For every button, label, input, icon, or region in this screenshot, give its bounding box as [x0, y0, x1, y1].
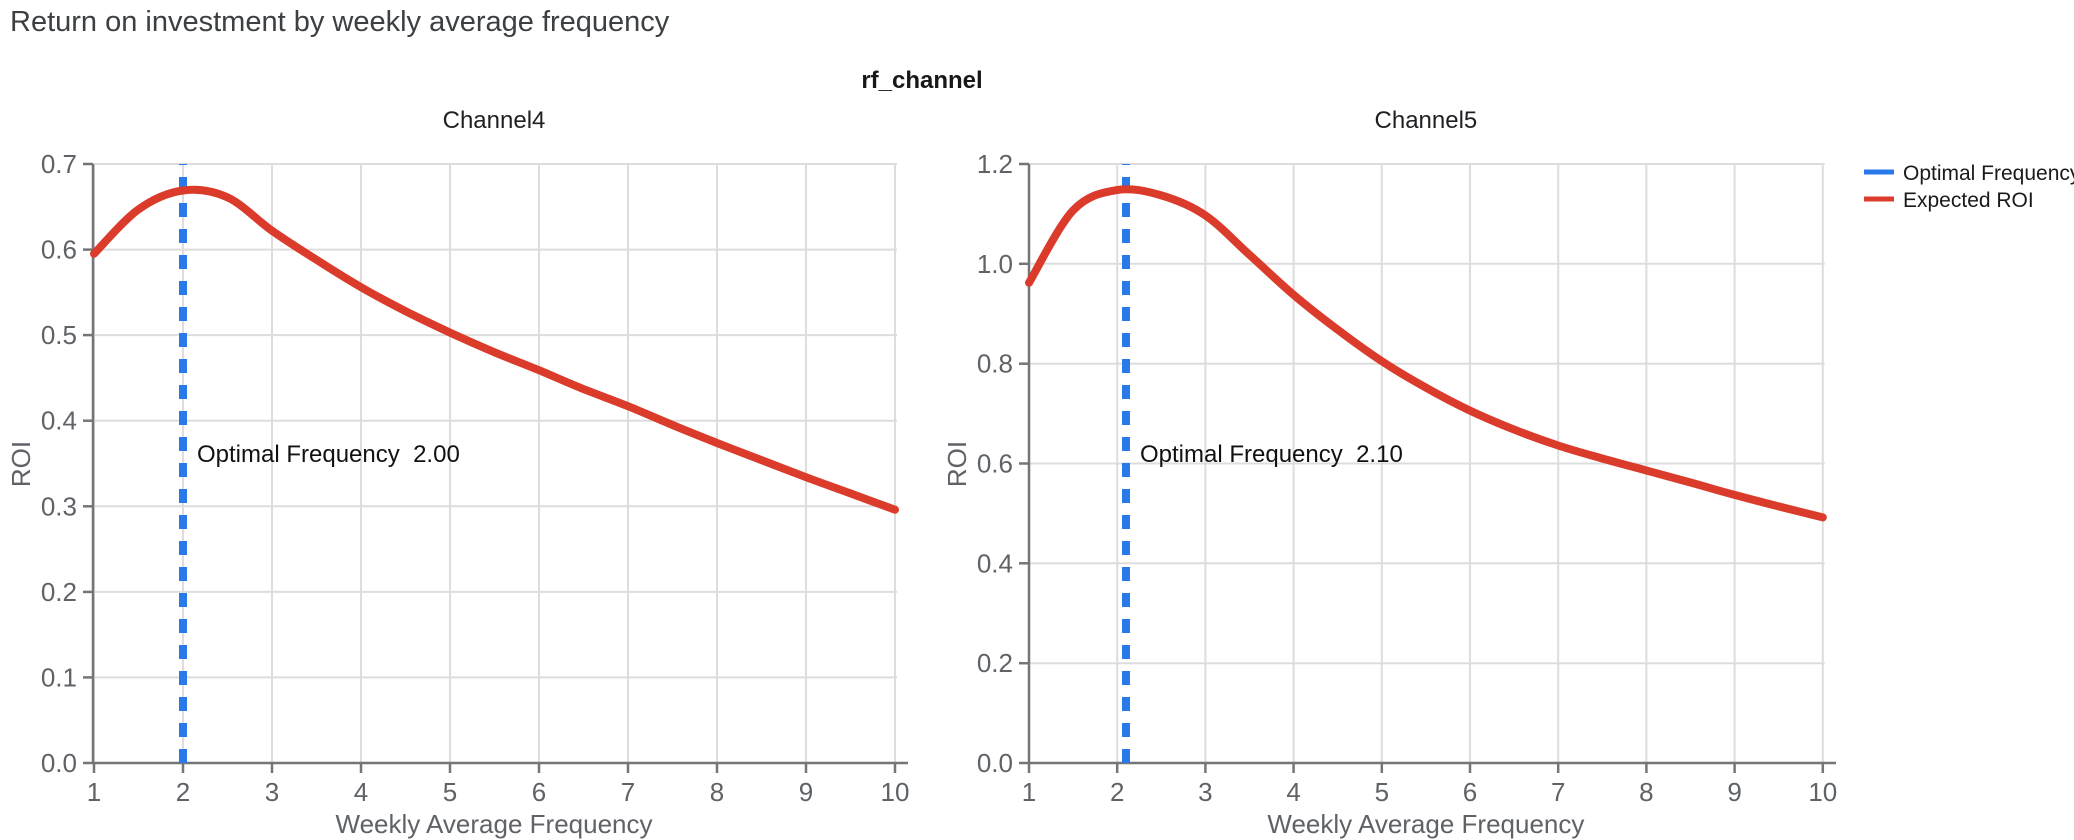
y-axis-label-0: ROI	[6, 441, 36, 487]
legend-label-expected-roi: Expected ROI	[1903, 189, 2034, 212]
y-tick-label: 0.8	[977, 349, 1013, 379]
optimal-frequency-annotation-0: Optimal Frequency 2.00	[197, 441, 460, 468]
x-tick-label: 8	[1639, 777, 1653, 807]
panel-title-0: Channel4	[443, 107, 546, 134]
y-tick-label: 0.5	[41, 320, 77, 350]
x-tick-label: 6	[532, 777, 546, 807]
gridlines	[93, 163, 897, 763]
legend-item-optimal-frequency: Optimal Frequency	[1864, 162, 2074, 185]
y-tick-label: 0.6	[977, 449, 1013, 479]
y-tick-label: 0.1	[41, 662, 77, 692]
x-axis-label-0: Weekly Average Frequency	[336, 809, 653, 839]
legend-item-expected-roi: Expected ROI	[1864, 189, 2034, 212]
y-tick-label: 0.0	[977, 748, 1013, 778]
legend: Optimal Frequency Expected ROI	[1864, 162, 2074, 212]
expected-roi-curve	[90, 185, 899, 514]
y-tick-label: 0.7	[41, 149, 77, 179]
y-tick-label: 1.2	[977, 149, 1013, 179]
x-tick-label: 3	[265, 777, 279, 807]
page-title: Return on investment by weekly average f…	[10, 6, 670, 38]
x-axis-label-1: Weekly Average Frequency	[1267, 809, 1584, 839]
y-tick-label: 0.3	[41, 491, 77, 521]
y-tick-label: 1.0	[977, 249, 1013, 279]
x-tick-label: 3	[1198, 777, 1212, 807]
x-tick-label: 5	[1375, 777, 1389, 807]
x-tick-label: 1	[1022, 777, 1036, 807]
facet-strip-title: rf_channel	[861, 67, 982, 94]
x-tick-label: 2	[1110, 777, 1124, 807]
expected-roi-curve	[1025, 185, 1827, 522]
panel-title-1: Channel5	[1375, 107, 1478, 134]
x-tick-label: 10	[881, 777, 910, 807]
x-tick-label: 1	[87, 777, 101, 807]
x-tick-label: 2	[176, 777, 190, 807]
x-tick-label: 7	[621, 777, 635, 807]
x-tick-label: 7	[1551, 777, 1565, 807]
x-tick-label: 6	[1463, 777, 1477, 807]
y-tick-label: 0.4	[977, 548, 1013, 578]
x-tick-label: 8	[710, 777, 724, 807]
x-tick-label: 5	[443, 777, 457, 807]
panel-channel5: 0.0 0.2 0.4 0.6 0.8 1.0 1.2 1 2 3 4 5 6 7 8 9 10	[977, 149, 1837, 807]
x-tick-label: 9	[1727, 777, 1741, 807]
y-tick-label: 0.2	[977, 648, 1013, 678]
y-axis-label-1: ROI	[942, 441, 972, 487]
x-tick-label: 4	[354, 777, 368, 807]
axis-ticks: 0.0 0.2 0.4 0.6 0.8 1.0 1.2 1 2 3 4 5 6 7 8 9 10	[977, 149, 1837, 807]
y-tick-label: 0.2	[41, 577, 77, 607]
panel-channel4: 0.0 0.1 0.2 0.3 0.4 0.5 0.6 0.7 1 2 3 4 5 6 7 8 9 10	[41, 149, 910, 807]
axis-ticks: 0.0 0.1 0.2 0.3 0.4 0.5 0.6 0.7 1 2 3 4 5 6 7 8 9 10	[41, 149, 910, 807]
optimal-frequency-annotation-1: Optimal Frequency 2.10	[1140, 441, 1403, 468]
legend-label-optimal-frequency: Optimal Frequency	[1903, 162, 2074, 185]
y-tick-label: 0.6	[41, 235, 77, 265]
x-tick-label: 10	[1808, 777, 1837, 807]
y-tick-label: 0.0	[41, 748, 77, 778]
x-tick-label: 4	[1286, 777, 1300, 807]
y-tick-label: 0.4	[41, 406, 77, 436]
x-tick-label: 9	[799, 777, 813, 807]
